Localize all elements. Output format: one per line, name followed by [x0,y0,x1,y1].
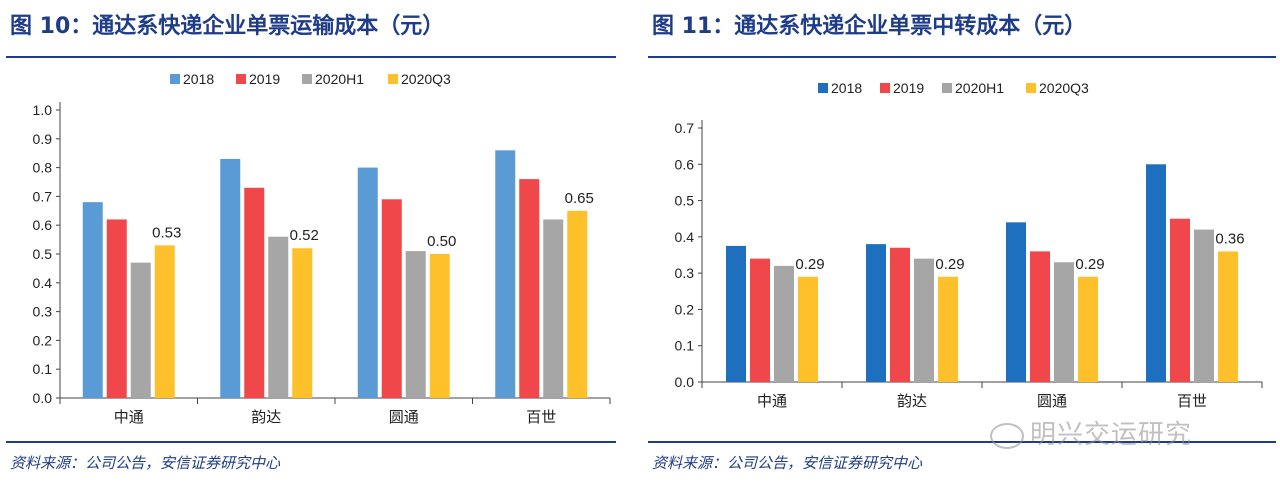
bar-韵达-2019 [890,247,910,382]
bar-圆通-2020H1 [1054,262,1074,382]
bar-百世-2018 [495,150,516,398]
legend-swatch-2019 [880,83,890,93]
x-category-label-中通: 中通 [114,408,144,426]
figure-10-title: 图 10：通达系快递企业单票运输成本（元） [10,14,445,39]
legend-swatch-2020Q3 [388,74,398,84]
bar-圆通-2018 [357,167,378,398]
y-tick-label: 0.5 [33,246,53,262]
bar-百世-2020H1 [1194,229,1214,382]
bar-百世-2020Q3 [1218,251,1238,382]
bar-中通-2020H1 [774,265,794,382]
bar-中通-2018 [726,245,746,382]
bar-圆通-2020Q3 [1078,276,1098,382]
bar-百世-2020H1 [543,219,564,398]
figure-11-panel: 图 11：通达系快递企业单票中转成本（元） 2018 2019 2020H1 2020… [642,0,1280,487]
bar-韵达-2020Q3 [292,248,313,398]
y-tick-label: 0.0 [675,374,695,390]
data-label-圆通: 0.50 [427,233,456,250]
x-category-label-百世: 百世 [526,408,556,426]
bar-圆通-2018 [1006,222,1026,382]
legend-label-2020Q3: 2020Q3 [1039,80,1089,96]
y-tick-label: 0.3 [33,304,53,320]
legend-label-2019: 2019 [249,71,280,87]
data-label-中通: 0.53 [152,224,181,241]
figure-10-bottom-rule [6,441,616,443]
watermark-text: 明兴交运研究 [1030,420,1193,450]
data-label-中通: 0.29 [795,256,824,273]
figure-10-panel: 图 10：通达系快递企业单票运输成本（元） 2018 2019 2020H1 2020… [0,0,620,487]
figure-10-top-rule [6,56,616,58]
data-label-圆通: 0.29 [1075,256,1104,273]
x-category-label-百世: 百世 [1177,392,1207,410]
y-tick-label: 0.3 [675,265,695,281]
bar-韵达-2020H1 [268,236,289,398]
x-category-label-中通: 中通 [757,392,787,410]
legend-label-2020H1: 2020H1 [315,71,364,87]
bar-韵达-2018 [866,244,886,382]
bar-中通-2020Q3 [798,276,818,382]
legend-swatch-2020H1 [302,74,312,84]
x-category-label-韵达: 韵达 [251,408,281,426]
y-tick-label: 0.4 [675,229,695,245]
bar-中通-2020H1 [130,262,151,398]
legend-label-2018: 2018 [183,71,214,87]
legend-label-2018: 2018 [831,80,862,96]
data-label-百世: 0.65 [565,190,594,207]
y-tick-label: 0.1 [33,361,53,377]
legend-swatch-2018 [170,74,180,84]
legend-swatch-2019 [236,74,246,84]
figure-11-bottom-rule [648,441,1276,443]
figure-11-top-rule [648,56,1276,58]
y-tick-label: 0.2 [33,332,53,348]
legend-label-2020H1: 2020H1 [955,80,1004,96]
x-category-label-韵达: 韵达 [897,392,927,410]
legend-swatch-2018 [818,83,828,93]
wechat-icon [990,422,1024,449]
bar-圆通-2019 [381,199,402,398]
figure-11-source: 资料来源：公司公告，安信证券研究中心 [652,454,923,472]
bar-百世-2019 [519,179,540,398]
figure-11-title: 图 11：通达系快递企业单票中转成本（元） [652,14,1087,39]
y-tick-label: 0.4 [33,275,53,291]
bar-韵达-2020H1 [914,258,934,382]
y-tick-label: 0.5 [675,193,695,209]
bar-百世-2019 [1170,218,1190,382]
bar-中通-2019 [750,258,770,382]
y-tick-label: 0.9 [33,131,53,147]
bar-百世-2018 [1146,164,1166,382]
data-label-百世: 0.36 [1215,230,1244,247]
data-label-韵达: 0.52 [290,227,319,244]
bar-韵达-2019 [244,187,265,398]
bar-百世-2020Q3 [567,210,588,398]
bar-中通-2018 [82,202,103,398]
figure-10-source: 资料来源：公司公告，安信证券研究中心 [10,454,281,472]
bar-圆通-2020H1 [405,251,426,398]
y-tick-label: 0.6 [33,217,53,233]
legend-swatch-2020H1 [942,83,952,93]
x-category-label-圆通: 圆通 [1037,392,1067,410]
y-tick-label: 1.0 [33,102,53,118]
figure-11-chart: 2018 2019 2020H1 2020Q3 0.0 0.1 0.2 0.3 0.4 0.5 0.… [675,80,1263,410]
x-category-label-圆通: 圆通 [389,408,419,426]
bar-中通-2020Q3 [154,245,175,398]
y-tick-label: 0.1 [675,338,695,354]
y-tick-label: 0.2 [675,301,695,317]
bar-中通-2019 [106,219,127,398]
y-tick-label: 0.6 [675,156,695,172]
bar-圆通-2020Q3 [429,254,450,398]
bar-韵达-2020Q3 [938,276,958,382]
y-tick-label: 0.7 [33,188,53,204]
legend-swatch-2020Q3 [1026,83,1036,93]
watermark: 明兴交运研究 [990,414,1192,451]
y-tick-label: 0.8 [33,160,53,176]
legend-label-2019: 2019 [893,80,924,96]
y-tick-label: 0.7 [675,120,695,136]
data-label-韵达: 0.29 [935,256,964,273]
y-tick-label: 0.0 [33,390,53,406]
bar-圆通-2019 [1030,251,1050,382]
legend-label-2020Q3: 2020Q3 [401,71,451,87]
figure-10-chart: 2018 2019 2020H1 2020Q3 0.0 0.1 0.2 0.3 0.4 0.5 0.… [33,71,611,426]
bar-韵达-2018 [220,158,241,398]
